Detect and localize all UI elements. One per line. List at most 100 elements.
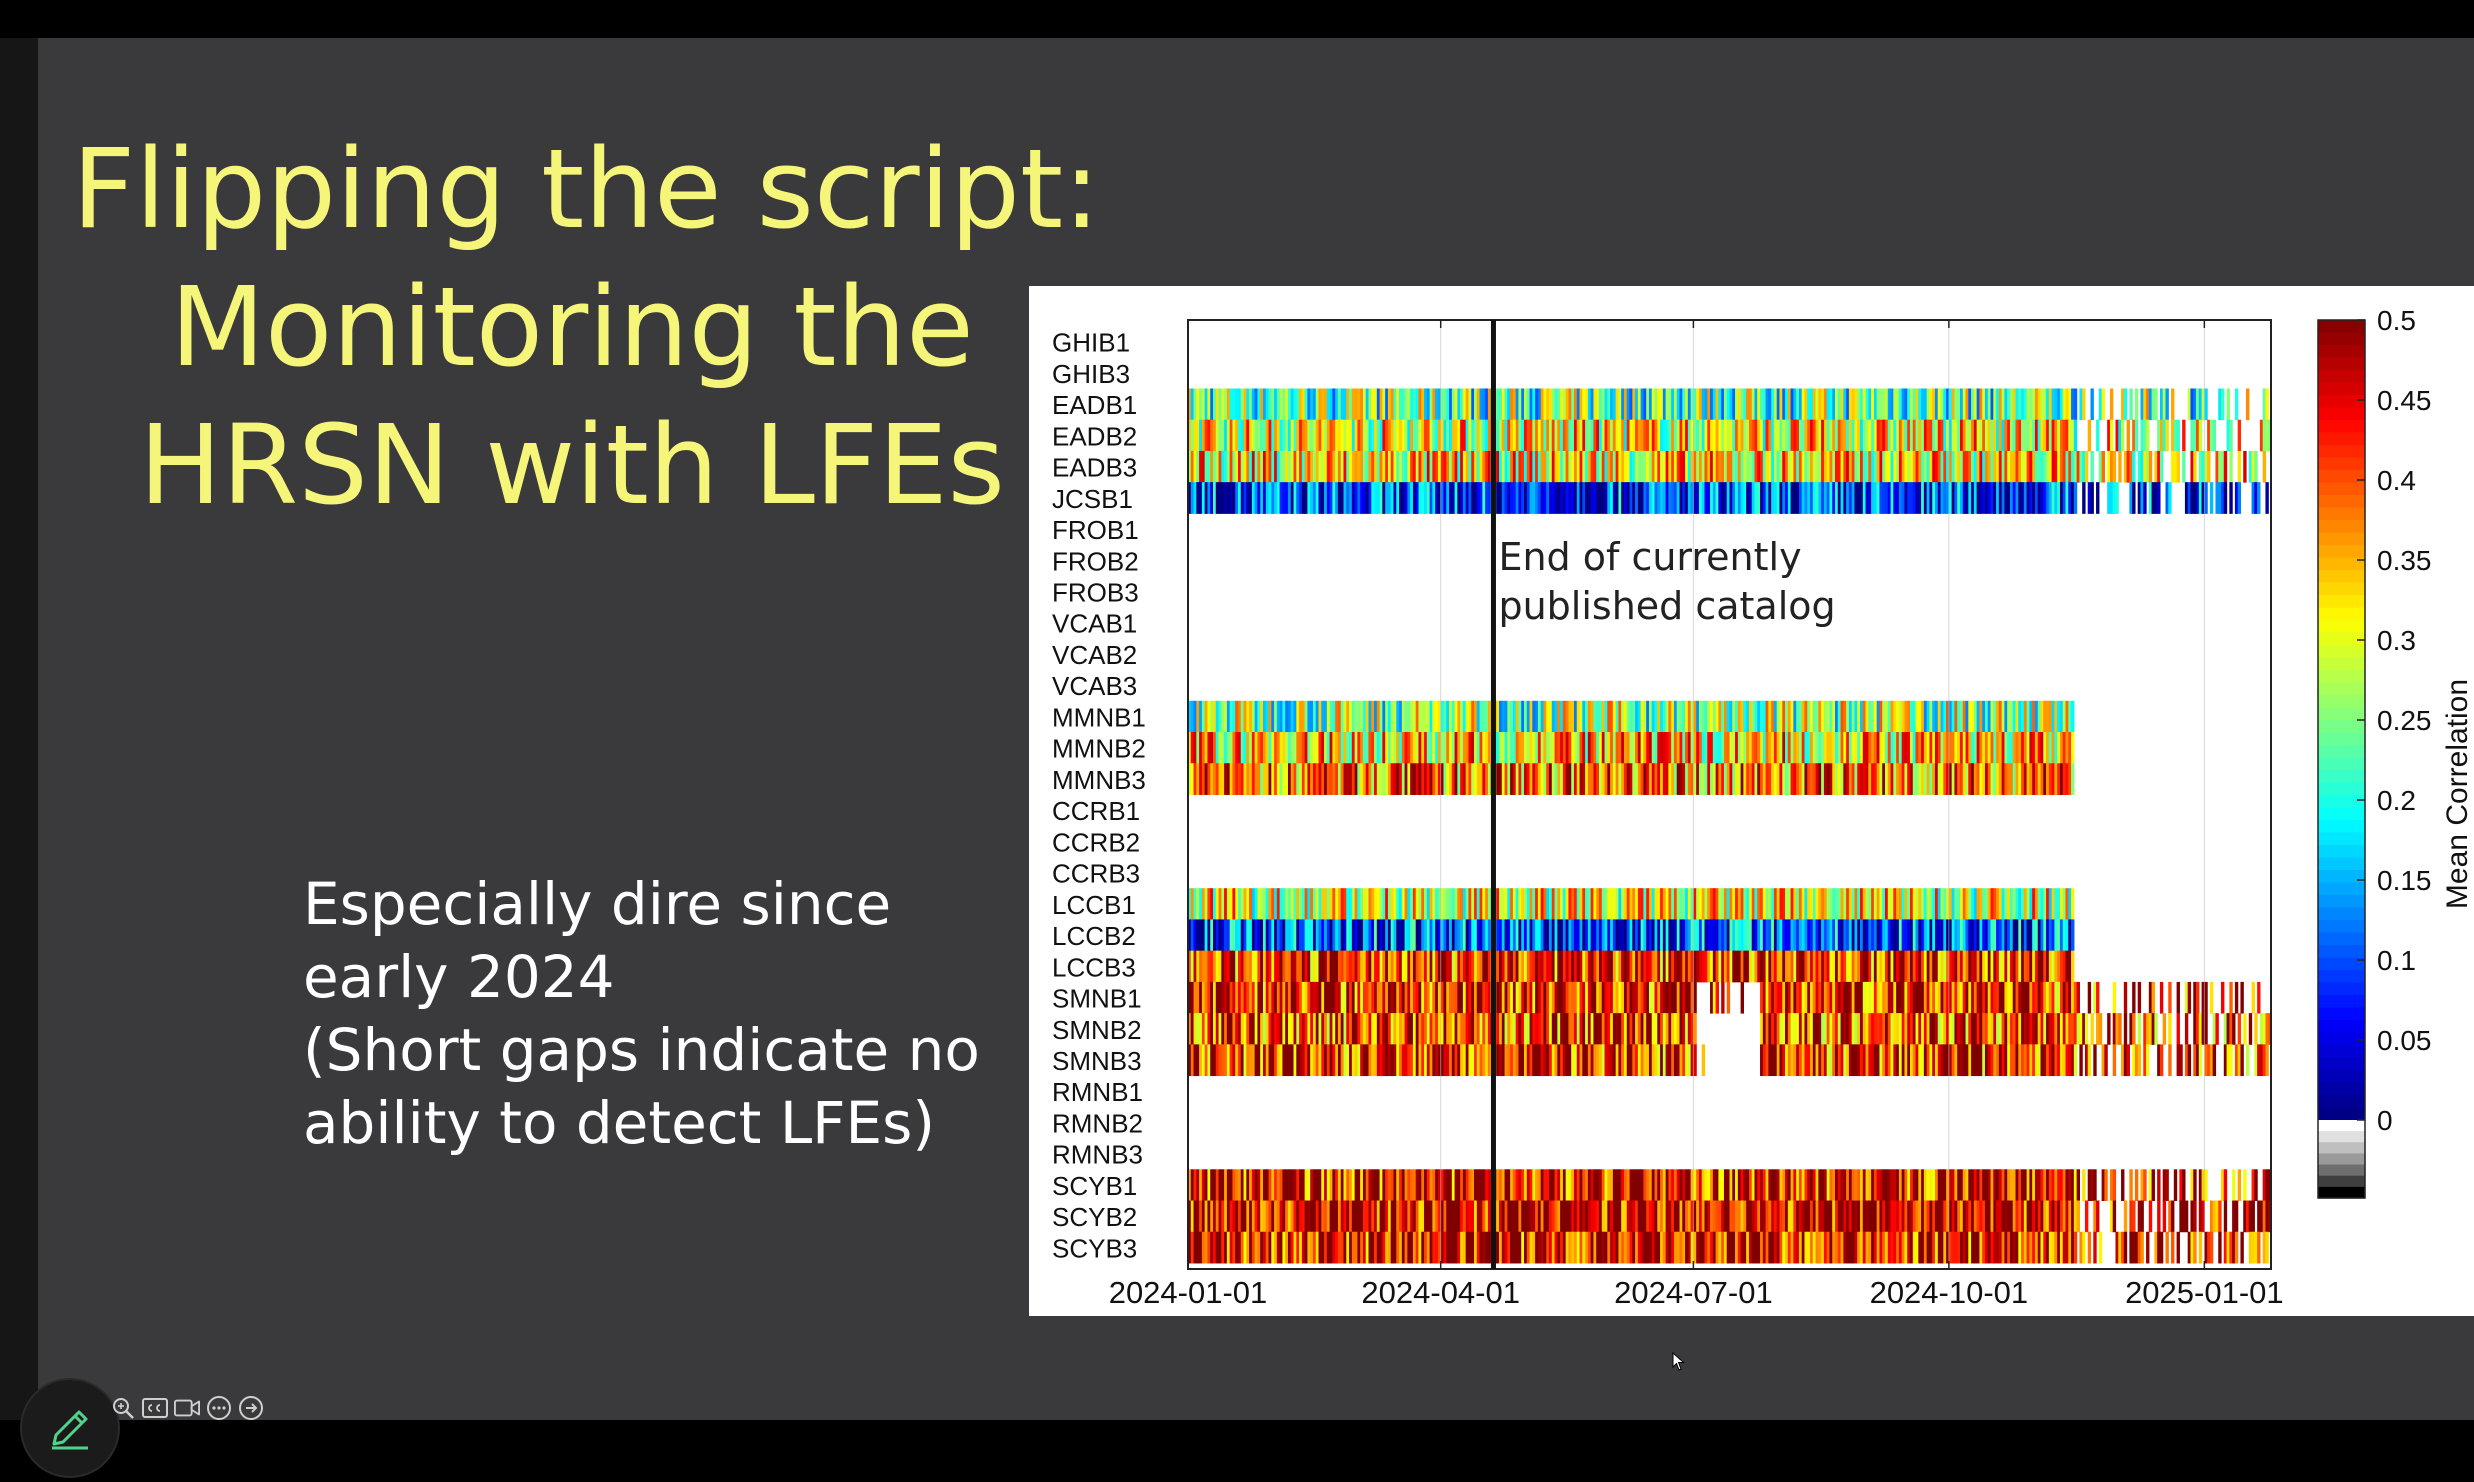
heatmap-cell bbox=[1937, 482, 1942, 514]
heatmap-cell bbox=[1257, 482, 1261, 514]
heatmap-cell bbox=[1279, 888, 1284, 920]
heatmap-cell bbox=[1965, 388, 1969, 421]
heatmap-cell bbox=[1226, 482, 1231, 514]
heatmap-cell bbox=[1318, 981, 1322, 1014]
heatmap-cell bbox=[1204, 388, 1209, 421]
heatmap-cell bbox=[1735, 700, 1739, 733]
heatmap-cell bbox=[2051, 950, 2055, 983]
heatmap-cell bbox=[1510, 919, 1514, 952]
heatmap-cell bbox=[1351, 450, 1356, 483]
heatmap-cell bbox=[1854, 700, 1858, 733]
heatmap-cell bbox=[1221, 950, 1225, 983]
heatmap-cell bbox=[1612, 388, 1617, 421]
heatmap-cell bbox=[1437, 700, 1442, 733]
heatmap-cell bbox=[1315, 919, 1320, 952]
heatmap-cell bbox=[2009, 950, 2014, 983]
heatmap-cell bbox=[1993, 388, 1997, 421]
heatmap-cell bbox=[1215, 981, 1220, 1014]
heatmap-cell bbox=[1568, 388, 1572, 421]
heatmap-cell bbox=[1585, 950, 1589, 983]
heatmap-cell bbox=[1237, 919, 1242, 952]
heatmap-cell bbox=[1768, 700, 1772, 733]
heatmap-cell bbox=[2026, 888, 2031, 920]
heatmap-cell bbox=[1846, 1013, 1850, 1045]
heatmap-cell bbox=[2029, 482, 2033, 514]
heatmap-cell bbox=[1521, 981, 1525, 1014]
heatmap-cell bbox=[1707, 700, 1711, 733]
heatmap-cell bbox=[1401, 482, 1406, 514]
heatmap-cell bbox=[2068, 981, 2072, 1014]
heatmap-cell bbox=[1190, 700, 1195, 733]
heatmap-cell bbox=[2132, 981, 2136, 1014]
heatmap-cell bbox=[1374, 1044, 1378, 1077]
heatmap-cell bbox=[2254, 450, 2258, 483]
heatmap-cell bbox=[1360, 732, 1364, 764]
heatmap-cell bbox=[1371, 732, 1375, 764]
heatmap-cell bbox=[1315, 482, 1320, 514]
heatmap-cell bbox=[1607, 950, 1611, 983]
heatmap-cell bbox=[1876, 763, 1881, 795]
heatmap-cell bbox=[1971, 919, 1975, 952]
heatmap-cell bbox=[2223, 1013, 2228, 1045]
heatmap-cell bbox=[1871, 419, 1875, 452]
heatmap-cell bbox=[1879, 388, 1883, 421]
heatmap-cell bbox=[1804, 763, 1808, 795]
heatmap-cell bbox=[1510, 1200, 1514, 1233]
heatmap-cell bbox=[2082, 450, 2086, 483]
heatmap-cell bbox=[1629, 1013, 1633, 1045]
heatmap-cell bbox=[1532, 388, 1536, 421]
heatmap-cell bbox=[1196, 419, 1200, 452]
heatmap-cell bbox=[1612, 450, 1617, 483]
heatmap-cell bbox=[1499, 700, 1503, 733]
heatmap-cell bbox=[1904, 1169, 1908, 1201]
heatmap-cell bbox=[1796, 1169, 1800, 1201]
heatmap-cell bbox=[1535, 450, 1539, 483]
heatmap-cell bbox=[1901, 950, 1906, 983]
heatmap-cell bbox=[1301, 763, 1306, 795]
heatmap-cell bbox=[1437, 763, 1442, 795]
heatmap-cell bbox=[1932, 1200, 1936, 1233]
heatmap-cell bbox=[1673, 482, 1678, 514]
heatmap-cell bbox=[1846, 981, 1850, 1014]
heatmap-cell bbox=[1501, 700, 1506, 733]
heatmap-cell bbox=[1229, 950, 1234, 983]
heatmap-cell bbox=[1790, 1044, 1794, 1077]
heatmap-cell bbox=[1471, 388, 1475, 421]
heatmap-cell bbox=[1207, 950, 1211, 983]
heatmap-cell bbox=[1524, 450, 1528, 483]
heatmap-cell bbox=[1690, 388, 1694, 421]
heatmap-cell bbox=[1212, 888, 1217, 920]
heatmap-cell bbox=[1801, 482, 1806, 514]
heatmap-cell bbox=[2207, 450, 2211, 483]
heatmap-cell bbox=[1410, 482, 1414, 514]
heatmap-cell bbox=[2026, 482, 2031, 514]
heatmap-cell bbox=[1915, 919, 1919, 952]
heatmap-cell bbox=[1218, 450, 1222, 483]
heatmap-cell bbox=[1460, 1169, 1464, 1201]
heatmap-cell bbox=[1332, 1044, 1336, 1077]
heatmap-cell bbox=[1996, 919, 2000, 952]
heatmap-cell bbox=[1568, 482, 1572, 514]
heatmap-cell bbox=[1860, 888, 1864, 920]
heatmap-cell bbox=[1712, 700, 1717, 733]
heatmap-cell bbox=[1676, 1200, 1681, 1233]
heatmap-cell bbox=[1324, 732, 1328, 764]
heatmap-cell bbox=[1307, 919, 1311, 952]
heatmap-cell bbox=[1254, 732, 1259, 764]
heatmap-cell bbox=[2134, 419, 2139, 452]
heatmap-cell bbox=[1262, 763, 1267, 795]
heatmap-cell bbox=[1623, 763, 1628, 795]
heatmap-cell bbox=[1660, 888, 1664, 920]
heatmap-cell bbox=[1640, 981, 1645, 1014]
heatmap-cell bbox=[1410, 981, 1414, 1014]
heatmap-cell bbox=[1843, 919, 1847, 952]
heatmap-cell bbox=[1268, 419, 1272, 452]
heatmap-cell bbox=[1671, 450, 1675, 483]
heatmap-cell bbox=[2243, 450, 2247, 483]
heatmap-cell bbox=[1890, 700, 1894, 733]
heatmap-cell bbox=[1193, 700, 1197, 733]
heatmap-cell bbox=[1254, 450, 1259, 483]
heatmap-cell bbox=[1546, 919, 1550, 952]
heatmap-cell bbox=[1207, 482, 1211, 514]
heatmap-cell bbox=[1871, 981, 1875, 1014]
